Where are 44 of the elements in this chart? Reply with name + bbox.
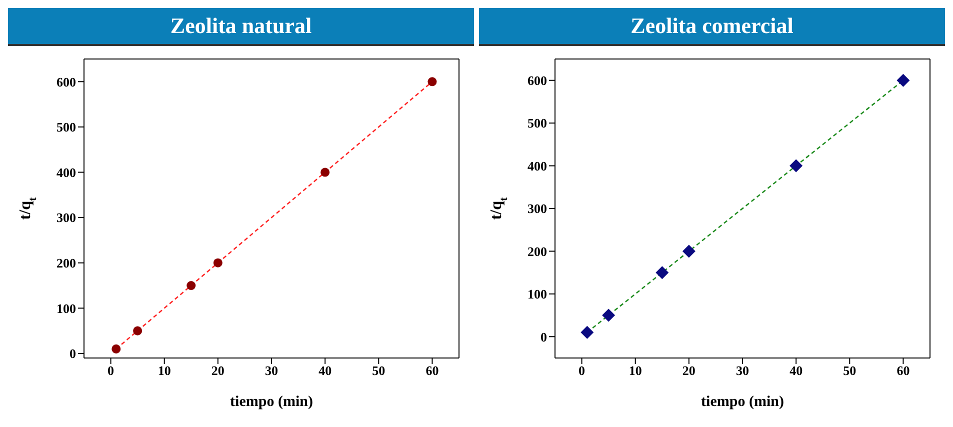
x-tick-label: 40 — [790, 363, 803, 378]
y-tick-label: 300 — [56, 210, 76, 226]
x-tick-label: 10 — [158, 363, 171, 378]
point — [656, 266, 669, 280]
x-tick-label: 20 — [211, 363, 224, 378]
y-tick-label: 100 — [528, 286, 547, 302]
x-tick-label: 0 — [108, 363, 114, 378]
y-tick-label: 600 — [528, 72, 547, 88]
y-tick-label: 0 — [540, 329, 547, 344]
y-tick-label: 0 — [70, 346, 76, 362]
x-tick-label: 30 — [736, 363, 749, 378]
y-tick-label: 200 — [528, 244, 547, 259]
point — [133, 326, 142, 336]
chart-title: Zeolita comercial — [479, 8, 945, 46]
point — [896, 74, 910, 87]
point — [682, 244, 696, 258]
y-tick-label: 200 — [56, 255, 76, 270]
x-tick-label: 10 — [628, 363, 642, 378]
x-tick-label: 20 — [682, 363, 696, 378]
y-tick-label: 500 — [56, 120, 76, 135]
y-tick-label: 400 — [528, 158, 547, 174]
x-tick-label: 30 — [265, 363, 278, 378]
chart-title: Zeolita natural — [8, 8, 474, 46]
point — [790, 159, 803, 172]
point — [602, 308, 616, 322]
point — [112, 344, 121, 354]
x-axis-title: tiempo (min) — [701, 394, 784, 410]
y-tick-label: 400 — [56, 164, 76, 180]
x-tick-label: 60 — [896, 363, 910, 378]
x-tick-label: 50 — [843, 363, 856, 378]
point — [213, 258, 222, 268]
y-tick-label: 600 — [56, 74, 76, 90]
y-tick-label: 100 — [56, 300, 76, 316]
point — [580, 326, 594, 339]
y-tick-label: 300 — [528, 201, 547, 216]
x-tick-label: 60 — [426, 363, 439, 378]
point — [320, 168, 330, 177]
x-tick-label: 40 — [318, 363, 332, 378]
point — [428, 77, 437, 86]
point — [186, 281, 196, 290]
x-tick-label: 50 — [372, 363, 386, 378]
y-tick-label: 500 — [528, 116, 547, 131]
x-axis-title: tiempo (min) — [230, 394, 313, 410]
x-tick-label: 0 — [578, 363, 586, 378]
